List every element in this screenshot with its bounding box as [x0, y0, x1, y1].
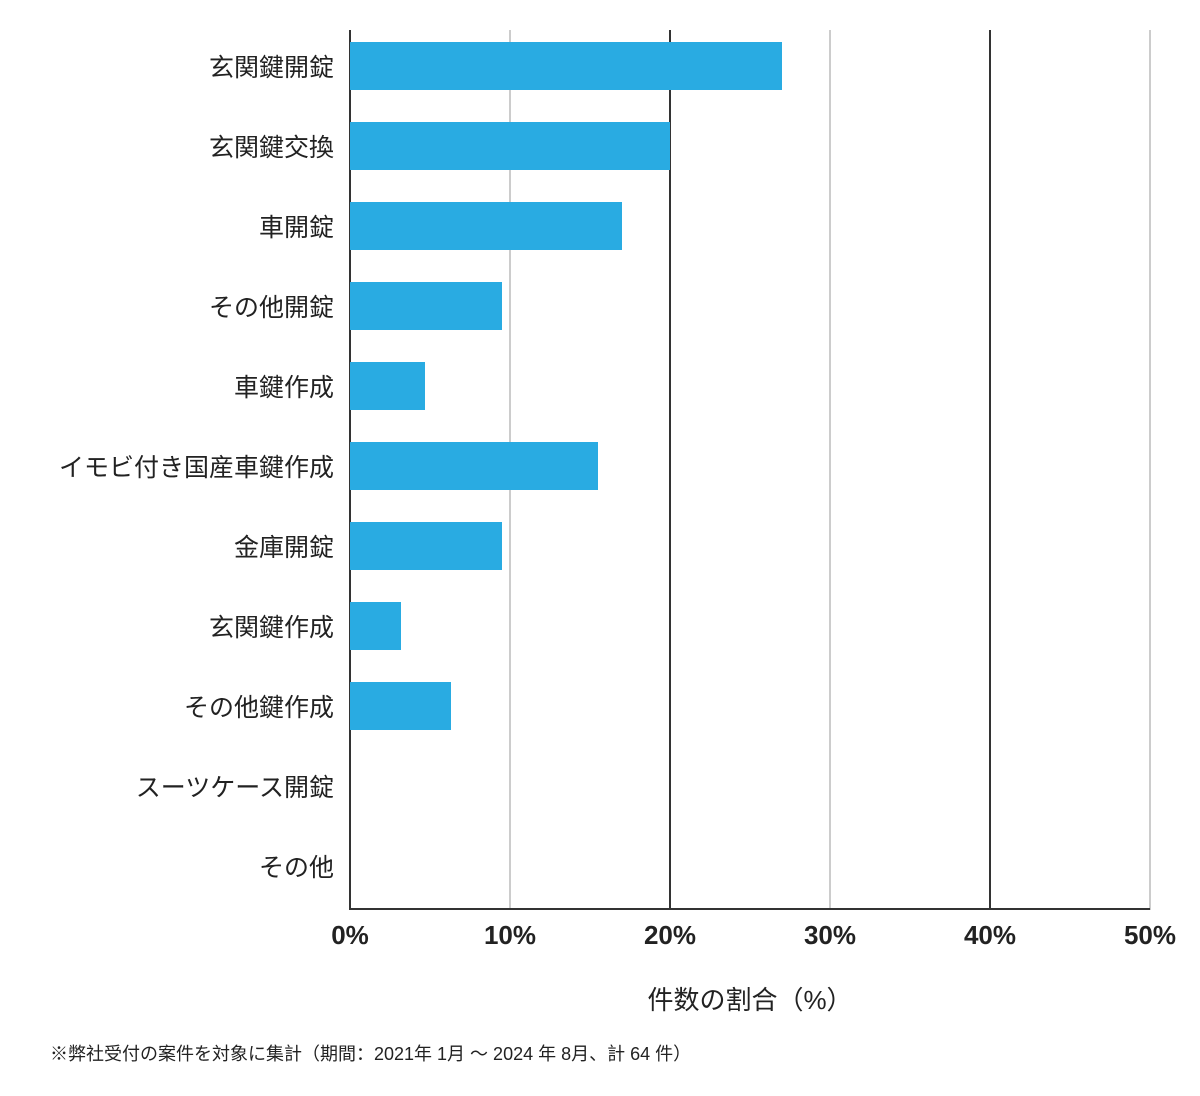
bar-row: スーツケース開錠	[350, 762, 1150, 810]
x-tick-label: 20%	[644, 920, 696, 951]
x-axis-title: 件数の割合（%）	[647, 980, 852, 1017]
bar	[350, 602, 401, 650]
chart-container: 0%10%20%30%40%50%玄関鍵開錠玄関鍵交換車開錠その他開錠車鍵作成イ…	[50, 30, 1150, 1066]
bar-row: 玄関鍵開錠	[350, 42, 1150, 90]
bar	[350, 42, 782, 90]
category-label: イモビ付き国産車鍵作成	[50, 448, 350, 484]
bar-row: イモビ付き国産車鍵作成	[350, 442, 1150, 490]
x-axis-line	[350, 908, 1150, 910]
bar-row: 車開錠	[350, 202, 1150, 250]
bar-row: 玄関鍵交換	[350, 122, 1150, 170]
bar-row: 玄関鍵作成	[350, 602, 1150, 650]
footnote: ※弊社受付の案件を対象に集計（期間：2021年 1月 ～ 2024 年 8月、計…	[50, 1040, 1150, 1066]
bar	[350, 282, 502, 330]
category-label: 玄関鍵開錠	[50, 48, 350, 84]
x-tick-label: 40%	[964, 920, 1016, 951]
category-label: その他開錠	[50, 288, 350, 324]
x-tick-label: 50%	[1124, 920, 1176, 951]
category-label: 車開錠	[50, 208, 350, 244]
category-label: 金庫開錠	[50, 528, 350, 564]
bar	[350, 442, 598, 490]
bar-row: その他開錠	[350, 282, 1150, 330]
category-label: 車鍵作成	[50, 368, 350, 404]
bar-row: その他鍵作成	[350, 682, 1150, 730]
bar	[350, 122, 670, 170]
x-tick-label: 0%	[331, 920, 369, 951]
x-tick-label: 30%	[804, 920, 856, 951]
x-tick-label: 10%	[484, 920, 536, 951]
bar	[350, 362, 425, 410]
category-label: 玄関鍵作成	[50, 608, 350, 644]
bar	[350, 522, 502, 570]
bar-row: 車鍵作成	[350, 362, 1150, 410]
bar	[350, 682, 451, 730]
plot-area: 0%10%20%30%40%50%玄関鍵開錠玄関鍵交換車開錠その他開錠車鍵作成イ…	[350, 30, 1150, 910]
category-label: 玄関鍵交換	[50, 128, 350, 164]
bar	[350, 202, 622, 250]
bar-row: その他	[350, 842, 1150, 890]
bar-row: 金庫開錠	[350, 522, 1150, 570]
category-label: その他鍵作成	[50, 688, 350, 724]
category-label: スーツケース開錠	[50, 768, 350, 804]
category-label: その他	[50, 848, 350, 884]
